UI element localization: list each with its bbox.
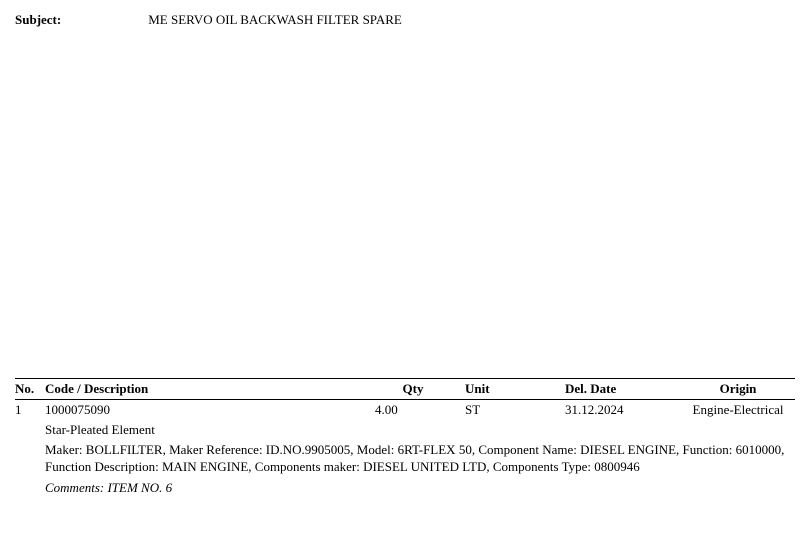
cell-del: 31.12.2024 [565,400,685,421]
header-origin: Origin [685,379,795,400]
table-row-maker: Maker: BOLLFILTER, Maker Reference: ID.N… [15,440,795,478]
cell-comments: Comments: ITEM NO. 6 [45,478,795,498]
subject-label: Subject: [15,12,145,28]
cell-origin: Engine-Electrical [685,400,795,421]
cell-no: 1 [15,400,45,421]
subject-row: Subject: ME SERVO OIL BACKWASH FILTER SP… [15,12,795,28]
header-qty: Qty [365,379,465,400]
table-row-desc: Star-Pleated Element [15,420,795,440]
header-unit: Unit [465,379,565,400]
header-code: Code / Description [45,379,365,400]
cell-unit: ST [465,400,565,421]
cell-maker: Maker: BOLLFILTER, Maker Reference: ID.N… [45,442,791,476]
cell-qty: 4.00 [365,400,465,421]
subject-value: ME SERVO OIL BACKWASH FILTER SPARE [148,12,402,28]
header-row: No. Code / Description Qty Unit Del. Dat… [15,379,795,400]
cell-code: 1000075090 [45,400,365,421]
items-table: No. Code / Description Qty Unit Del. Dat… [15,378,795,498]
table-row: 1 1000075090 4.00 ST 31.12.2024 Engine-E… [15,400,795,421]
cell-desc: Star-Pleated Element [45,420,795,440]
header-no: No. [15,379,45,400]
header-del: Del. Date [565,379,685,400]
table-row-comments: Comments: ITEM NO. 6 [15,478,795,498]
